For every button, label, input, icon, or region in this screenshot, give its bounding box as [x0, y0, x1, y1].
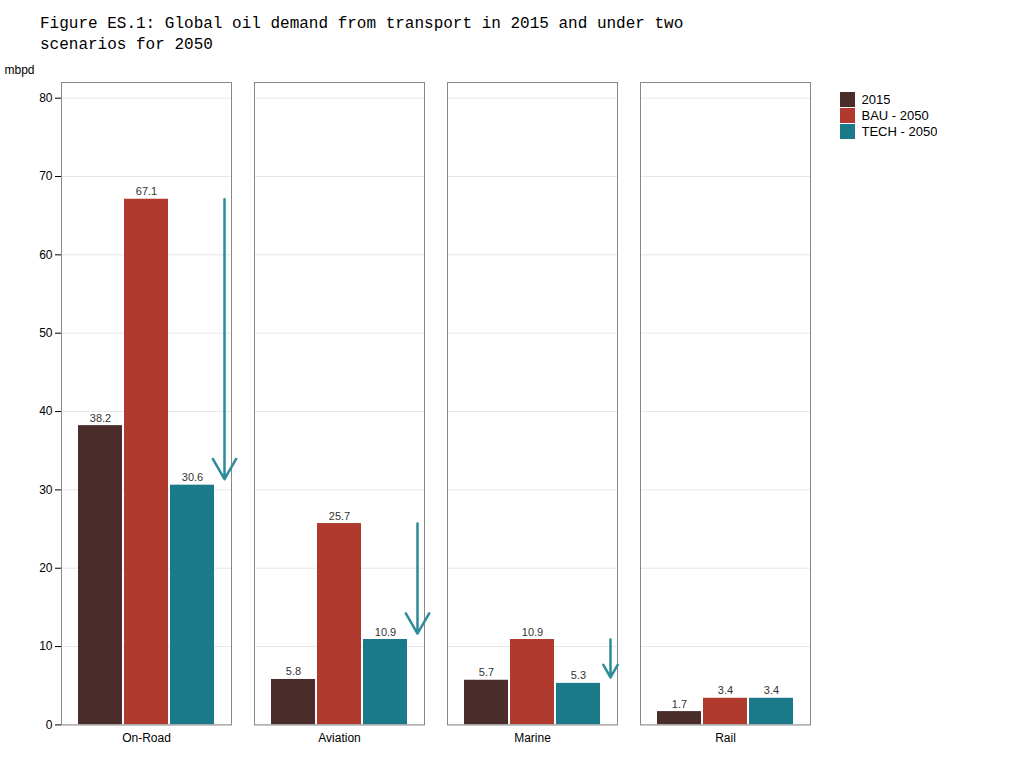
svg-text:10.9: 10.9	[522, 625, 543, 637]
svg-text:20: 20	[39, 561, 53, 575]
svg-text:50: 50	[39, 326, 53, 340]
svg-text:1.7: 1.7	[672, 697, 687, 709]
svg-text:5.7: 5.7	[479, 666, 494, 678]
svg-text:38.2: 38.2	[90, 411, 111, 423]
html-text:2015: 2015	[861, 91, 891, 107]
svg-text:5.8: 5.8	[286, 665, 301, 677]
svg-text:On-Road: On-Road	[122, 731, 171, 745]
svg-text:0: 0	[46, 717, 53, 731]
svg-text:10.9: 10.9	[375, 625, 396, 637]
svg-text:67.1: 67.1	[136, 185, 157, 197]
svg-text:40: 40	[39, 404, 53, 418]
svg-text:30: 30	[39, 482, 53, 496]
svg-text:70: 70	[39, 169, 53, 183]
svg-text:10: 10	[39, 639, 53, 653]
svg-text:mbpd: mbpd	[5, 63, 35, 77]
svg-text:3.4: 3.4	[718, 684, 733, 696]
html-text:BAU - 2050: BAU - 2050	[861, 107, 929, 123]
svg-text:25.7: 25.7	[329, 509, 350, 521]
html-text:Figure ES.1: Global oil demand: Figure ES.1: Global oil demand from tran…	[40, 15, 684, 54]
svg-text:30.6: 30.6	[182, 471, 203, 483]
svg-text:5.3: 5.3	[571, 669, 586, 681]
svg-text:Marine: Marine	[514, 731, 551, 745]
svg-text:3.4: 3.4	[764, 684, 779, 696]
html-text:TECH - 2050: TECH - 2050	[861, 123, 938, 139]
svg-text:60: 60	[39, 247, 53, 261]
svg-text:Aviation: Aviation	[318, 731, 360, 745]
svg-text:Rail: Rail	[715, 731, 736, 745]
svg-text:80: 80	[39, 91, 53, 105]
